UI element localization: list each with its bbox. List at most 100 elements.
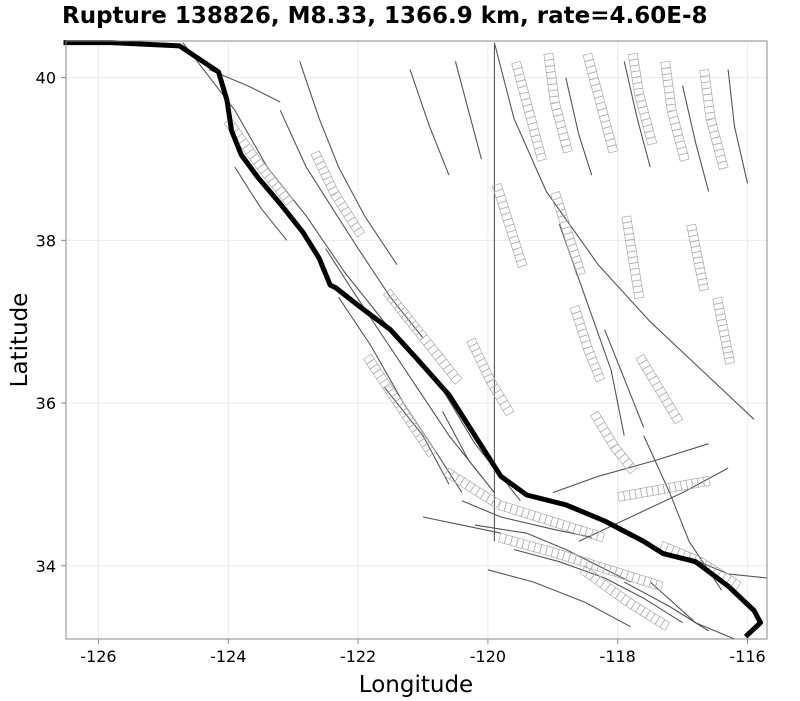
fault-surface-cell xyxy=(678,152,690,162)
fault-surface xyxy=(590,410,638,475)
fault-trace xyxy=(649,581,735,640)
fault-surface xyxy=(582,52,619,154)
y-tick-label: 38 xyxy=(36,231,56,250)
x-tick-label: -124 xyxy=(210,647,246,666)
y-tick-label: 34 xyxy=(36,557,56,576)
fault-trace xyxy=(422,516,502,534)
fault-surface xyxy=(491,182,528,268)
fault-trace xyxy=(623,61,651,168)
chart-title: Rupture 138826, M8.33, 1366.9 km, rate=4… xyxy=(62,3,708,29)
fault-surface xyxy=(635,353,684,425)
fault-surface-cell xyxy=(574,266,586,277)
fault-trace xyxy=(493,42,755,420)
fault-trace xyxy=(299,61,398,266)
fault-trace xyxy=(552,443,709,494)
fault-trace xyxy=(383,386,450,485)
fault-surface xyxy=(543,52,573,154)
x-tick-label: -122 xyxy=(340,647,376,666)
fault-surface-cell xyxy=(535,152,547,162)
fault-trace xyxy=(487,569,631,628)
fault-surface-cell xyxy=(595,530,606,543)
fault-surface xyxy=(579,565,671,631)
fault-traces xyxy=(182,42,768,640)
fault-trace xyxy=(338,296,463,493)
fault-surface xyxy=(498,532,664,592)
fault-surface-cell xyxy=(502,405,515,417)
fault-surface-cell xyxy=(561,144,573,154)
fault-surface-cell xyxy=(724,356,735,365)
fault-surface xyxy=(699,69,729,170)
fault-trace xyxy=(578,467,729,542)
fault-surface-cell xyxy=(606,437,619,449)
fault-surface-cell xyxy=(490,496,502,509)
fault-trace xyxy=(234,166,288,241)
rupture-trace xyxy=(63,40,763,639)
fault-surface-cell xyxy=(450,373,463,385)
fault-trace xyxy=(513,548,683,624)
fault-surface xyxy=(466,337,515,417)
fault-surface xyxy=(383,288,463,385)
fault-trace xyxy=(182,42,521,502)
fault-trace xyxy=(604,329,645,428)
fault-surface-cell xyxy=(619,594,632,607)
fault-surfaces xyxy=(223,52,742,631)
fault-trace xyxy=(727,69,749,184)
fault-surface xyxy=(363,353,437,458)
axis-ticks: -126 -124 -122 -120 -118 -116 34 36 38 40 xyxy=(36,69,766,666)
fault-surface-cell xyxy=(483,373,495,383)
plot-frame xyxy=(65,40,768,640)
fault-surface-cell xyxy=(580,339,593,350)
fault-surface xyxy=(712,296,735,365)
fault-surface-cell xyxy=(698,283,710,292)
fault-surface-cell xyxy=(717,160,729,170)
x-tick-label: -118 xyxy=(600,647,636,666)
fault-trace xyxy=(558,223,625,436)
fault-surface xyxy=(310,150,366,238)
fault-surface xyxy=(617,475,711,502)
fault-surface-cell xyxy=(282,194,294,206)
fault-surface-cell xyxy=(327,185,340,196)
fault-surface-cell xyxy=(249,153,262,165)
y-tick-label: 40 xyxy=(36,69,56,88)
fault-surface xyxy=(223,117,294,206)
fault-trace xyxy=(682,85,710,192)
fault-surface xyxy=(511,60,547,162)
x-tick-label: -116 xyxy=(729,647,765,666)
fault-surface-cell xyxy=(659,619,671,631)
fault-surface xyxy=(621,215,645,300)
fault-surface-cell xyxy=(606,144,619,154)
rupture-line xyxy=(63,40,763,639)
x-tick-label: -120 xyxy=(470,647,506,666)
fault-trace xyxy=(565,77,593,176)
fault-surface-cell xyxy=(730,578,742,591)
fault-surface-cell xyxy=(671,413,684,425)
fault-trace xyxy=(474,524,631,583)
fault-surface xyxy=(686,223,710,292)
y-axis-label: Latitude xyxy=(7,293,33,388)
x-tick-label: -126 xyxy=(80,647,116,666)
fault-surface-cell xyxy=(704,111,716,120)
fault-trace xyxy=(643,435,723,591)
fault-surface-cell xyxy=(625,462,638,475)
fault-trace xyxy=(461,500,592,538)
fault-surface-cell xyxy=(645,136,658,146)
fault-trace xyxy=(325,248,482,477)
fault-surface xyxy=(569,304,606,383)
fault-trace xyxy=(442,410,495,493)
fault-surface-cell xyxy=(702,475,711,487)
grid xyxy=(66,41,767,639)
fault-trace xyxy=(279,109,424,339)
fault-surface xyxy=(550,191,586,277)
fault-surface-cell xyxy=(666,103,677,112)
fault-surface xyxy=(443,467,606,543)
fault-surface-cell xyxy=(593,372,606,383)
fault-surface-cell xyxy=(424,446,437,458)
fault-surface xyxy=(627,52,658,146)
fault-trace xyxy=(409,69,450,176)
fault-surface-cell xyxy=(654,579,664,592)
fault-surface-cell xyxy=(353,226,366,238)
fault-surface xyxy=(660,60,690,162)
fault-surface-cell xyxy=(515,258,528,268)
fault-surface-cell xyxy=(633,87,645,96)
